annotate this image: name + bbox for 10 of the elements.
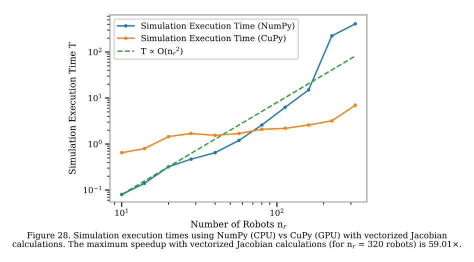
y-axis-title: Simulation Execution Time T xyxy=(68,42,76,174)
legend-label: Simulation Execution Time (NumPy) xyxy=(142,22,294,31)
y-tick-label: 10$^{2}$ xyxy=(88,48,102,56)
y-tick-label: 10$^{0}$ xyxy=(88,140,102,148)
y-tick-label: 10$^{−1}$ xyxy=(84,186,102,194)
legend-label: T ∝ O(n$_{r}$$^{2}$) xyxy=(140,46,182,56)
x-axis-title: Number of Robots n$_{r}$ xyxy=(190,220,286,229)
caption: Figure 28. Simulation execution times using NumPy (CPU) vs CuPy (GPU) with vectorized Jacobian calculations. The maximum speedup with vectorized Jacobian calculations (for n$_{r}$ = 320 robots) is 59.01×. xyxy=(12,232,462,249)
legend-label: Simulation Execution Time (CuPy) xyxy=(142,34,286,43)
y-tick-label: 10$^{1}$ xyxy=(88,94,102,102)
